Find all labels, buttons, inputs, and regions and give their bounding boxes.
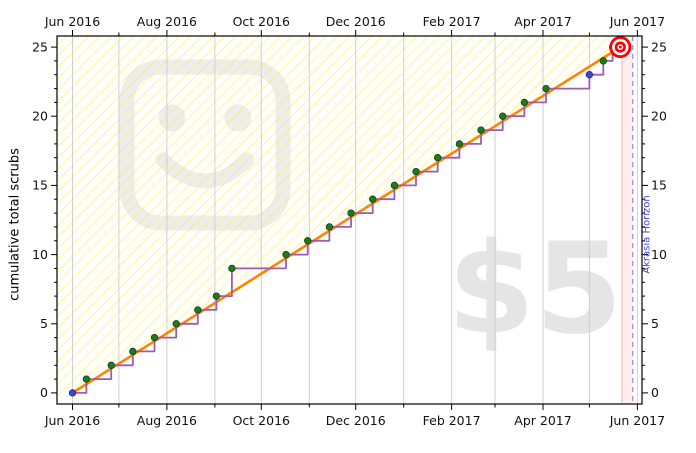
data-point-green	[82, 375, 91, 383]
y-tick-label-left: 10	[32, 247, 48, 262]
y-tick-label-right: 25	[651, 39, 667, 54]
data-point-green	[282, 250, 290, 259]
data-point-green	[172, 320, 180, 328]
y-tick-label-right: 20	[651, 108, 667, 123]
x-tick-label-bottom: Feb 2017	[423, 413, 481, 428]
road-line	[71, 45, 622, 395]
data-point-green	[150, 333, 159, 342]
data-point-green	[477, 126, 485, 134]
x-tick-label-top: Apr 2017	[514, 14, 571, 29]
y-tick-label-left: 15	[32, 178, 48, 193]
y-tick-label-right: 0	[651, 385, 659, 400]
x-tick-label-top: Oct 2016	[233, 14, 290, 29]
data-point-green	[542, 84, 550, 93]
goal-target	[609, 36, 632, 59]
x-tick-label-bottom: Jun 2017	[609, 413, 665, 428]
x-tick-label-top: Dec 2016	[326, 14, 386, 29]
data-point-green	[434, 154, 442, 162]
data-point-green	[304, 237, 312, 245]
x-tick-label-top: Aug 2016	[137, 14, 197, 29]
data-point-green	[499, 112, 507, 120]
data-point-green	[390, 181, 399, 190]
x-tick-label-top: Jun 2016	[44, 14, 100, 29]
y-tick-label-left: 20	[32, 108, 48, 123]
y-tick-label-left: 25	[32, 39, 48, 54]
data-point-green	[369, 195, 377, 203]
x-tick-label-bottom: Apr 2017	[514, 413, 571, 428]
y-tick-label-right: 5	[651, 316, 659, 331]
data-point-green	[212, 292, 221, 300]
data-point-green	[520, 98, 529, 107]
x-tick-label-bottom: Jun 2016	[44, 413, 100, 428]
x-tick-label-bottom: Aug 2016	[137, 413, 197, 428]
y-axis-title: cumulative total scrubs	[7, 148, 23, 301]
x-tick-label-bottom: Dec 2016	[326, 413, 386, 428]
x-tick-label-top: Jun 2017	[609, 14, 665, 29]
data-point-green	[129, 347, 137, 356]
data-point-green	[412, 167, 420, 176]
y-tick-label-left: 5	[40, 316, 48, 331]
x-tick-label-bottom: Oct 2016	[233, 413, 290, 428]
data-point-blue	[585, 71, 594, 79]
y-tick-label-right: 10	[651, 247, 667, 262]
plot-frame	[56, 35, 643, 405]
x-tick-label-top: Feb 2017	[423, 14, 481, 29]
data-point-green	[228, 264, 236, 273]
data-point-green	[107, 361, 115, 369]
data-point-blue	[68, 389, 77, 397]
data-point-green	[194, 306, 202, 314]
data-point-green	[455, 140, 464, 148]
y-tick-label-left: 0	[40, 385, 48, 400]
pledge-watermark: $5	[447, 215, 622, 362]
data-point-green	[347, 209, 355, 217]
data-point-green	[599, 57, 607, 65]
akrasia-horizon-label: Akrasia Horizon	[641, 195, 653, 274]
data-point-green	[325, 223, 334, 231]
pink-zone	[621, 36, 633, 404]
y-tick-label-right: 15	[651, 178, 667, 193]
